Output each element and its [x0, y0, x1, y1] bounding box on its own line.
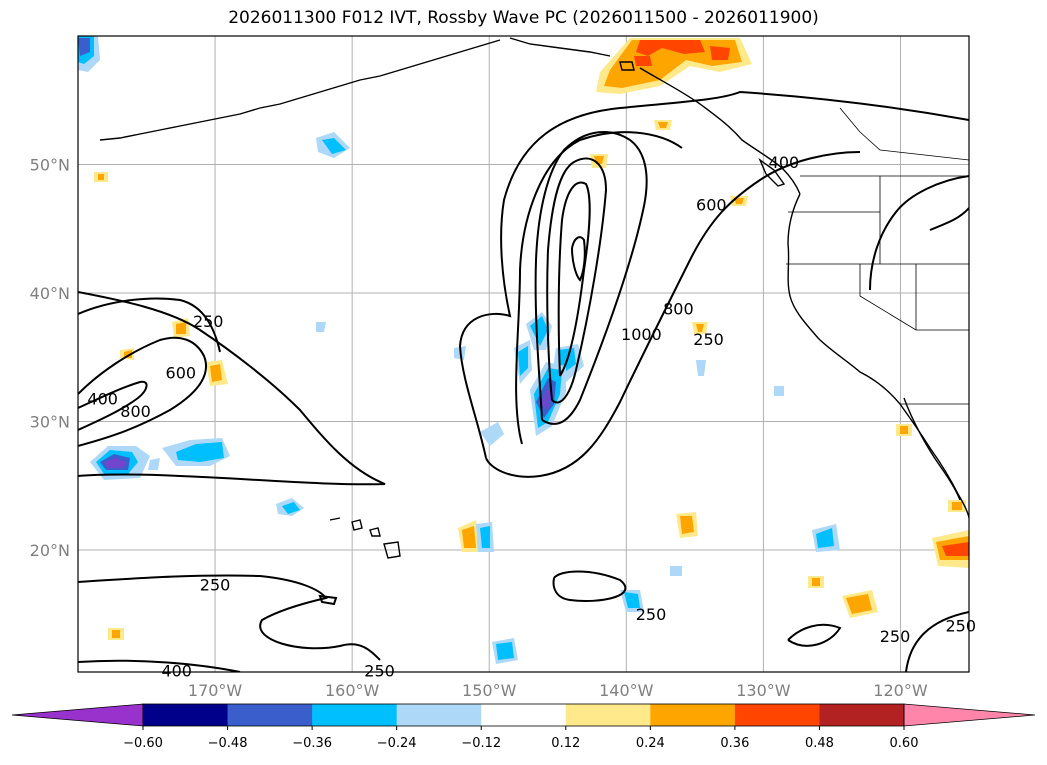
lon-tick-label: 120°W — [873, 681, 928, 700]
lat-tick-label: 50°N — [30, 155, 70, 174]
colorbar-segment — [396, 704, 482, 726]
contour-label: 400 — [769, 153, 800, 172]
colorbar-tick-label: −0.60 — [123, 736, 163, 751]
contour-label: 1000 — [621, 325, 662, 344]
colorbar-segment — [312, 704, 398, 726]
contour-label: 250 — [193, 312, 224, 331]
lon-tick-label: 140°W — [599, 681, 654, 700]
colorbar-min-extend — [11, 703, 144, 727]
political-borders — [786, 107, 969, 405]
lat-tick-label: 20°N — [30, 541, 70, 560]
colorbar-segment — [481, 704, 567, 726]
colorbar-tick-label: 0.48 — [805, 736, 834, 751]
colorbar-frame — [142, 703, 905, 727]
map-title: 2026011300 F012 IVT, Rossby Wave PC (202… — [228, 8, 819, 28]
contour-label: 250 — [693, 330, 724, 349]
contour-label: 800 — [120, 402, 151, 421]
contour-label: 250 — [946, 617, 977, 636]
colorbar-tick-label: −0.24 — [377, 736, 417, 751]
coastlines — [99, 37, 969, 559]
contour-label: 250 — [200, 576, 231, 595]
lon-tick-label: 150°W — [462, 681, 517, 700]
latitude-tick-labels: 50°N 40°N 30°N 20°N — [30, 155, 70, 559]
colorbar-tick-label: 0.24 — [636, 736, 665, 751]
contour-label: 250 — [880, 627, 911, 646]
colorbar: −0.60 −0.48 −0.36 −0.24 −0.12 0.12 0.24 0.36 0.4… — [11, 703, 1036, 751]
colorbar-segment — [734, 704, 820, 726]
map-frame — [77, 35, 970, 673]
colorbar-tick-label: −0.12 — [461, 736, 501, 751]
contour-label: 800 — [663, 299, 694, 318]
colorbar-max-extend — [903, 703, 1036, 727]
contour-label: 250 — [636, 605, 667, 624]
lon-tick-label: 160°W — [325, 681, 380, 700]
colorbar-tick-label: −0.36 — [292, 736, 332, 751]
colorbar-tick-label: −0.48 — [208, 736, 248, 751]
colorbar-segment — [650, 704, 736, 726]
lat-tick-label: 40°N — [30, 284, 70, 303]
colorbar-tick-label: 0.36 — [720, 736, 749, 751]
colorbar-segment — [565, 704, 651, 726]
contour-label: 400 — [87, 389, 118, 408]
contour-label: 600 — [166, 364, 197, 383]
anomaly-shading — [78, 36, 969, 664]
longitude-tick-labels: 170°W 160°W 150°W 140°W 130°W 120°W — [188, 681, 928, 700]
map-area — [78, 36, 969, 672]
lat-tick-label: 30°N — [30, 412, 70, 431]
contour-label: 600 — [696, 195, 727, 214]
contour-label: 250 — [364, 662, 395, 681]
colorbar-tick-label: 0.12 — [551, 736, 580, 751]
colorbar-segment — [143, 704, 229, 726]
lon-tick-label: 170°W — [188, 681, 243, 700]
colorbar-segment — [227, 704, 313, 726]
colorbar-segment — [819, 704, 905, 726]
colorbar-tick-label: 0.60 — [890, 736, 919, 751]
contour-label: 400 — [161, 662, 192, 681]
lon-tick-label: 130°W — [736, 681, 791, 700]
